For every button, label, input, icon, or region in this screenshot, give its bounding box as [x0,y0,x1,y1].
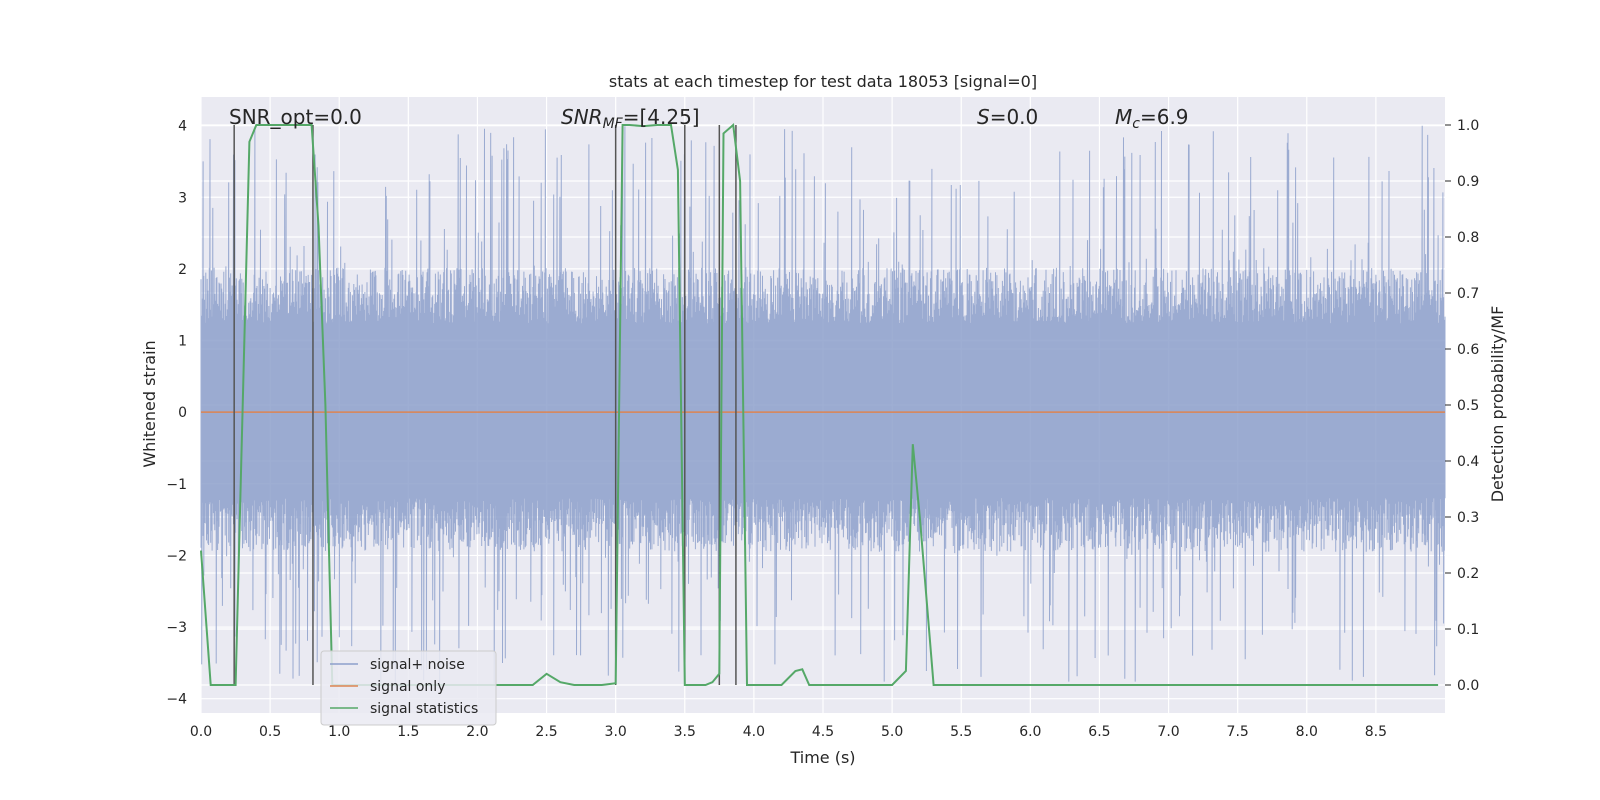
x-tick-label: 0.5 [259,724,281,740]
x-tick-label: 5.5 [950,724,972,740]
y-right-tick-label: 0.5 [1457,398,1479,414]
x-axis-label: Time (s) [789,748,855,767]
y-tick-label: 0 [178,405,187,421]
y-tick-label: −2 [166,548,187,564]
snr-mf-value: =[4.25] [623,105,700,129]
signal-statistics-line [200,123,1439,686]
x-tick-label: 5.0 [881,724,903,740]
y-tick-label: 1 [178,334,187,350]
legend-label-signal: signal only [370,679,445,695]
y-right-tick-label: 0.1 [1457,622,1479,638]
legend-label-noise: signal+ noise [370,657,465,673]
y-tick-label: −1 [166,477,187,493]
y-tick-label: −3 [166,620,187,636]
legend-label-stats: signal statistics [370,701,478,717]
y-tick-labels: 4 3 2 1 0 −1 −2 −3 −4 [166,119,187,708]
s-annotation: S=0.0 [977,105,1038,129]
x-tick-label: 0.0 [190,724,212,740]
y-right-tick-labels: 1.0 0.9 0.8 0.7 0.6 0.5 0.4 0.3 0.2 0.1 0.0 [1445,118,1479,694]
y-tick-label: 4 [178,119,187,135]
noise-series [200,125,1446,688]
x-tick-label: 8.0 [1296,724,1318,740]
y-right-tick-label: 0.8 [1457,230,1479,246]
y-right-axis-label: Detection probability/MF [1488,306,1507,503]
x-tick-label: 6.5 [1088,724,1110,740]
x-tick-label: 3.5 [674,724,696,740]
x-tick-label: 4.5 [812,724,834,740]
y-right-tick-label: 0.0 [1457,678,1479,694]
y-tick-label: −4 [166,692,187,708]
mc-sub: c [1132,116,1140,132]
y-right-tick-label: 0.6 [1457,342,1479,358]
chart-title: stats at each timestep for test data 180… [609,72,1037,91]
x-tick-label: 3.0 [605,724,627,740]
y-axis-label: Whitened strain [140,340,159,467]
signal-statistics-series [200,123,1439,686]
y-right-tick-label: 0.2 [1457,566,1479,582]
legend: signal+ noise signal only signal statist… [320,650,497,726]
mc-annotation: Mc=6.9 [1115,105,1189,132]
y-right-tick-label: 0.3 [1457,510,1479,526]
s-value: =0.0 [990,105,1039,129]
y-right-tick-label: 0.4 [1457,454,1479,470]
snr-opt-annotation: SNR_opt=0.0 [229,105,362,129]
x-tick-label: 1.0 [328,724,350,740]
x-tick-label: 6.0 [1019,724,1041,740]
y-right-tick-label: 1.0 [1457,118,1479,134]
snr-mf-annotation: SNRMF=[4.25] [561,105,700,132]
signal-noise-line [200,125,1446,688]
snr-mf-sub: MF [603,116,624,132]
s-symbol: S [977,105,990,129]
x-tick-label: 2.0 [466,724,488,740]
y-right-tick-label: 0.9 [1457,174,1479,190]
y-right-tick-label: 0.7 [1457,286,1479,302]
mc-symbol: M [1115,105,1132,129]
x-tick-label: 7.0 [1157,724,1179,740]
legend-box [320,650,497,726]
x-tick-label: 1.5 [397,724,419,740]
x-tick-label: 7.5 [1227,724,1249,740]
snr-mf-main: SNR [561,105,603,129]
y-tick-label: 2 [178,262,187,278]
y-tick-label: 3 [178,190,187,206]
x-tick-labels: 0.0 0.5 1.0 1.5 2.0 2.5 3.0 3.5 4.0 4.5 5.0 5.5 6.0 6… [190,724,1387,740]
x-tick-label: 8.5 [1365,724,1387,740]
x-tick-label: 4.0 [743,724,765,740]
x-tick-label: 2.5 [535,724,557,740]
mc-value: =6.9 [1140,105,1189,129]
